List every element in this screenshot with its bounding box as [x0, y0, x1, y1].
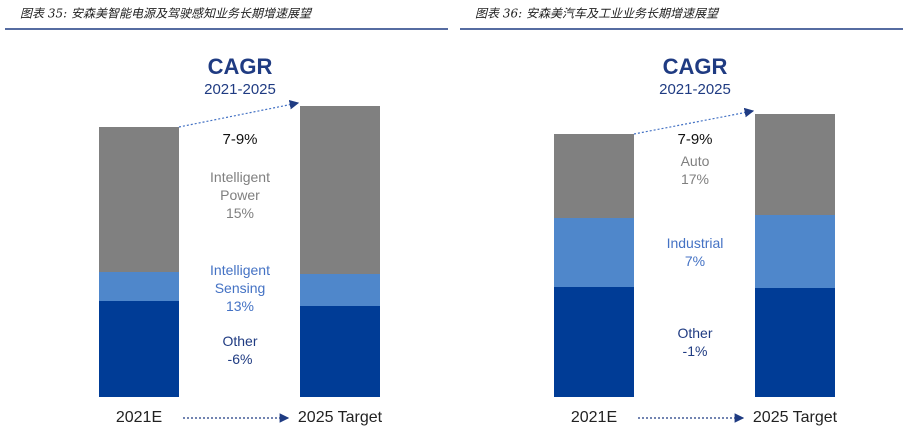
- bar-segment: [755, 215, 835, 288]
- bar-segment: [554, 218, 634, 287]
- total-cagr: 7-9%: [222, 131, 257, 148]
- cagr-title: CAGR: [663, 54, 728, 79]
- series-name: Other: [222, 333, 258, 350]
- bar-segment: [755, 288, 835, 397]
- series-cagr: 13%: [225, 298, 255, 315]
- bar-segment: [99, 272, 179, 301]
- x-category-label: 2021E: [571, 409, 617, 426]
- bar-segment: [755, 114, 835, 215]
- figure-caption: 图表 36: 安森美汽车及工业业务长期增速展望: [475, 7, 720, 21]
- series-cagr: 17%: [680, 171, 710, 188]
- cagr-period: 2021-2025: [204, 81, 276, 98]
- series-name: Intelligent Power: [210, 168, 270, 203]
- series-cagr: -1%: [682, 343, 708, 360]
- bar-segment: [554, 134, 634, 218]
- series-name: Industrial: [666, 235, 724, 251]
- growth-arrow: [633, 107, 755, 135]
- series-label: Other -1%: [650, 324, 740, 360]
- x-category-label: 2025 Target: [298, 409, 383, 426]
- cagr-title: CAGR: [208, 54, 273, 79]
- growth-arrow: [178, 99, 300, 128]
- series-label: Industrial 7%: [650, 234, 740, 270]
- x-category-label: 2025 Target: [753, 409, 838, 426]
- series-cagr: 15%: [225, 204, 255, 221]
- total-cagr: 7-9%: [677, 131, 712, 148]
- bar-segment: [99, 301, 179, 397]
- bar-segment: [300, 274, 380, 306]
- series-name: Auto: [680, 153, 710, 170]
- bar-segment: [554, 287, 634, 397]
- series-name: Intelligent Sensing: [210, 262, 270, 297]
- series-cagr: 7%: [684, 253, 706, 269]
- series-label: Auto 17%: [650, 152, 740, 188]
- bar-segment: [99, 127, 179, 272]
- bar-segment: [300, 106, 380, 274]
- figure-caption: 图表 35: 安森美智能电源及驾驶感知业务长期增速展望: [20, 7, 313, 21]
- series-label: Intelligent Power 15%: [195, 168, 285, 222]
- bar-segment: [300, 306, 380, 397]
- series-label: Intelligent Sensing 13%: [195, 261, 285, 315]
- x-category-label: 2021E: [116, 409, 162, 426]
- cagr-period: 2021-2025: [659, 81, 731, 98]
- series-label: Other -6%: [195, 332, 285, 368]
- series-name: Other: [677, 325, 713, 342]
- series-cagr: -6%: [227, 351, 253, 368]
